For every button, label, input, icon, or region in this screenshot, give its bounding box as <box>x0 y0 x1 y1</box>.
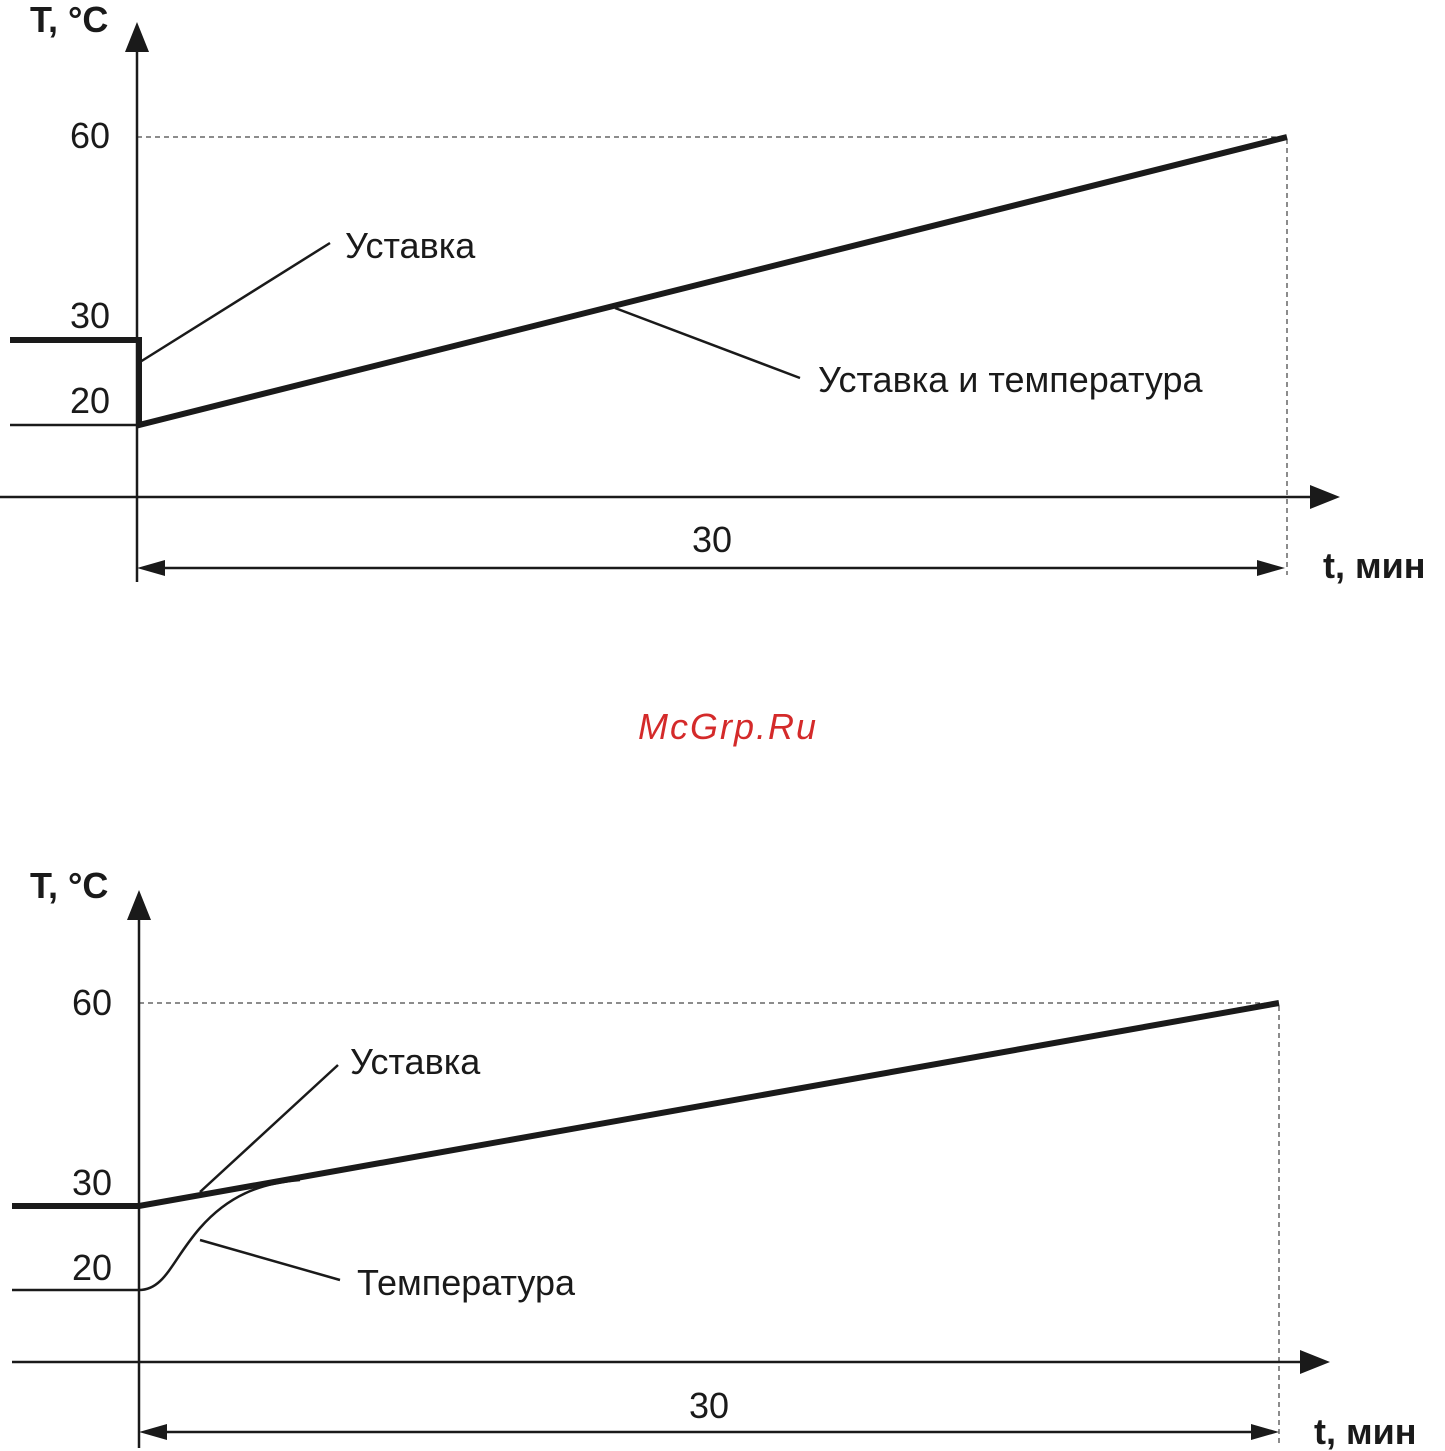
y-axis-label: T, °C <box>30 0 108 40</box>
tick-label: 20 <box>70 380 110 421</box>
arrow <box>1310 485 1340 509</box>
x-axis-label: t, мин <box>1323 545 1426 586</box>
setpoint-line <box>10 134 1288 429</box>
arrow <box>125 22 149 52</box>
tick-label: 60 <box>70 115 110 156</box>
label: Уставка и температура <box>818 359 1204 400</box>
arrow <box>127 890 151 920</box>
tick-label: 60 <box>72 982 112 1023</box>
label: Уставка <box>345 225 476 266</box>
setpoint-line <box>12 1000 1280 1209</box>
diagram-2: T, °C 60 30 20 Уставка Температура 30 t,… <box>12 865 1417 1451</box>
arrow <box>1257 560 1285 576</box>
leader <box>199 1064 339 1193</box>
duration: 30 <box>692 519 732 560</box>
diagram-1: T, °C 60 30 20 Уставка Уставка и темпера… <box>0 0 1426 586</box>
watermark: McGrp.Ru <box>638 706 818 747</box>
duration: 30 <box>689 1385 729 1426</box>
label: Температура <box>357 1262 576 1303</box>
arrow <box>1300 1350 1330 1374</box>
arrow <box>137 560 165 576</box>
leader <box>199 1238 341 1282</box>
label: Уставка <box>350 1041 481 1082</box>
x-axis-label: t, мин <box>1314 1411 1417 1451</box>
arrow <box>139 1424 167 1440</box>
tick-label: 30 <box>70 295 110 336</box>
arrow <box>1251 1424 1279 1440</box>
tick-label: 20 <box>72 1247 112 1288</box>
y-axis-label: T, °C <box>30 865 108 906</box>
leader <box>614 306 801 380</box>
temperature-line <box>12 1178 301 1292</box>
guide <box>139 1002 1280 1445</box>
leader <box>139 241 331 364</box>
tick-label: 30 <box>72 1162 112 1203</box>
guide <box>137 136 1288 575</box>
